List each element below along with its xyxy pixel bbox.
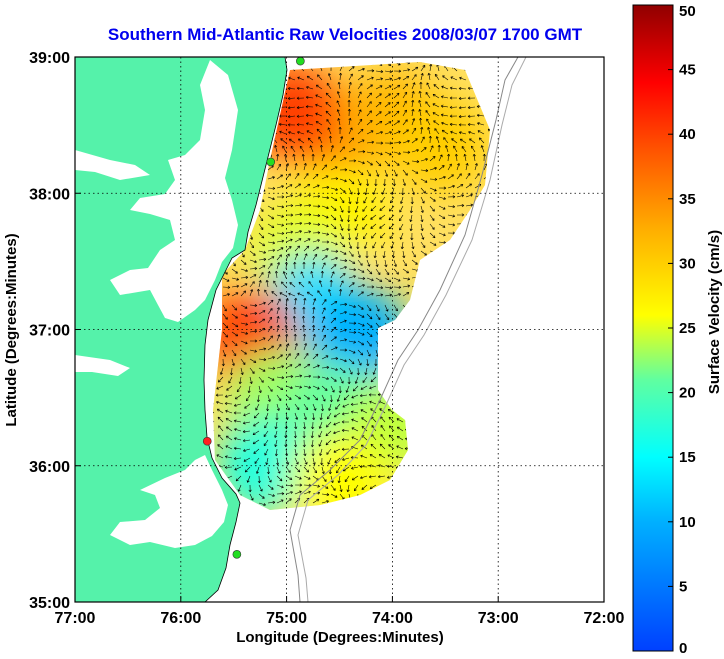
colorbar-tick-label: 5 bbox=[679, 578, 687, 595]
plot-area bbox=[75, 57, 604, 602]
velocity-region bbox=[392, 97, 489, 194]
bay bbox=[110, 60, 238, 322]
x-axis-label: Longitude (Degrees:Minutes) bbox=[236, 629, 444, 646]
colorbar-tick-label: 35 bbox=[679, 191, 696, 208]
colorbar-tick-label: 25 bbox=[679, 320, 696, 337]
radar-station bbox=[232, 550, 242, 559]
y-tick-label: 36:00 bbox=[29, 459, 70, 476]
colorbar-tick-label: 0 bbox=[679, 640, 687, 657]
colorbar-gradient bbox=[632, 4, 674, 652]
coastline bbox=[203, 57, 288, 602]
radar-station bbox=[266, 157, 276, 167]
colorbar-tick-label: 45 bbox=[679, 62, 696, 79]
chart-title: Southern Mid-Atlantic Raw Velocities 200… bbox=[108, 25, 583, 44]
colorbar-tick-label: 40 bbox=[679, 126, 696, 143]
x-tick-label: 76:00 bbox=[160, 610, 201, 627]
y-tick-label: 35:00 bbox=[29, 595, 70, 612]
x-tick-label: 74:00 bbox=[372, 610, 413, 627]
colorbar-tick-label: 30 bbox=[679, 255, 696, 272]
x-tick-label: 72:00 bbox=[584, 610, 625, 627]
y-tick-label: 38:00 bbox=[29, 186, 70, 203]
river bbox=[75, 355, 130, 376]
colorbar: 0 5 10 15 20 25 30 35 40 45 50 Surface Velocity (c… bbox=[632, 3, 723, 657]
bathymetry-contour bbox=[289, 57, 519, 602]
colorbar-tick-label: 50 bbox=[679, 3, 696, 20]
river bbox=[75, 150, 150, 180]
x-tick-label: 75:00 bbox=[266, 610, 307, 627]
radar-station bbox=[202, 436, 212, 446]
x-tick-label: 73:00 bbox=[478, 610, 519, 627]
colorbar-tick-label: 20 bbox=[679, 385, 696, 402]
x-tick-label: 77:00 bbox=[55, 610, 96, 627]
y-tick-label: 39:00 bbox=[29, 50, 70, 67]
grid bbox=[75, 57, 604, 602]
y-tick-label: 37:00 bbox=[29, 323, 70, 340]
colorbar-tick-label: 15 bbox=[679, 449, 696, 466]
y-axis-label: Latitude (Degrees:Minutes) bbox=[3, 233, 20, 426]
colorbar-tick-label: 10 bbox=[679, 514, 696, 531]
radar-station bbox=[296, 57, 305, 66]
colorbar-label: Surface Velocity (cm/s) bbox=[706, 230, 723, 394]
sound bbox=[110, 455, 228, 548]
